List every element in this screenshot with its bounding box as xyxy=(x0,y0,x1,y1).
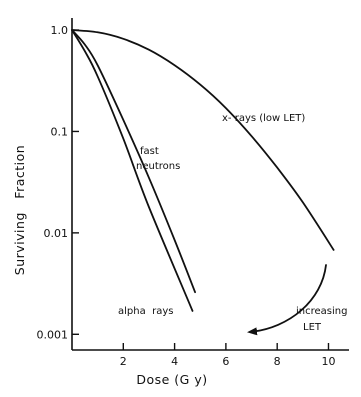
annotation-fast: fast xyxy=(140,146,159,157)
y-tick-label-3: 0.001 xyxy=(37,328,69,341)
x-axis-label: Dose (G y) xyxy=(136,372,207,387)
annotation-alpha-rays: alpha rays xyxy=(118,306,173,317)
y-axis-label: Surviving Fraction xyxy=(12,145,27,275)
x-rays-curve xyxy=(71,29,335,251)
x-tick-label-4: 10 xyxy=(321,355,335,368)
x-tick-label-2: 6 xyxy=(222,355,229,368)
x-tick-label-1: 4 xyxy=(171,355,178,368)
annotation-x-rays: x- rays (low LET) xyxy=(222,113,305,124)
increasing-let-arrow xyxy=(247,264,327,336)
fast-neutrons-curve xyxy=(71,29,196,294)
y-tick-label-1: 0.1 xyxy=(51,125,69,138)
y-tick-label-0: 1.0 xyxy=(51,24,69,37)
x-tick-label-0: 2 xyxy=(120,355,127,368)
y-tick-label-2: 0.01 xyxy=(44,227,69,240)
annotation-let: LET xyxy=(303,322,322,333)
alpha-rays-curve xyxy=(71,29,194,312)
annotation-increasing: increasing xyxy=(296,306,347,317)
annotation-neutrons: neutrons xyxy=(136,161,180,172)
x-tick-label-3: 8 xyxy=(274,355,281,368)
